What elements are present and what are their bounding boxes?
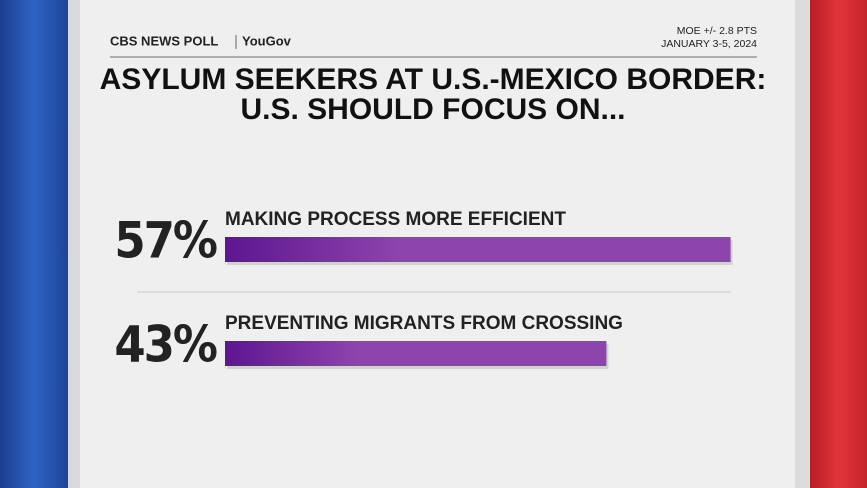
bar bbox=[225, 341, 607, 366]
chart-title: ASYLUM SEEKERS AT U.S.-MEXICO BORDER: bbox=[100, 63, 767, 96]
partner: YouGov bbox=[242, 33, 292, 48]
right-stripe bbox=[810, 0, 867, 488]
right-edge bbox=[795, 0, 810, 488]
bar bbox=[225, 237, 731, 262]
date: JANUARY 3-5, 2024 bbox=[661, 38, 757, 50]
margin-of-error: MOE +/- 2.8 PTS bbox=[677, 25, 757, 37]
chart-title: U.S. SHOULD FOCUS ON... bbox=[240, 93, 625, 126]
category-label: PREVENTING MIGRANTS FROM CROSSING bbox=[225, 313, 623, 334]
source: CBS NEWS POLL bbox=[110, 33, 218, 48]
value-label: 43% bbox=[114, 316, 217, 374]
left-stripe bbox=[0, 0, 68, 488]
left-edge bbox=[68, 0, 80, 488]
category-label: MAKING PROCESS MORE EFFICIENT bbox=[225, 209, 566, 230]
value-label: 57% bbox=[114, 212, 217, 270]
